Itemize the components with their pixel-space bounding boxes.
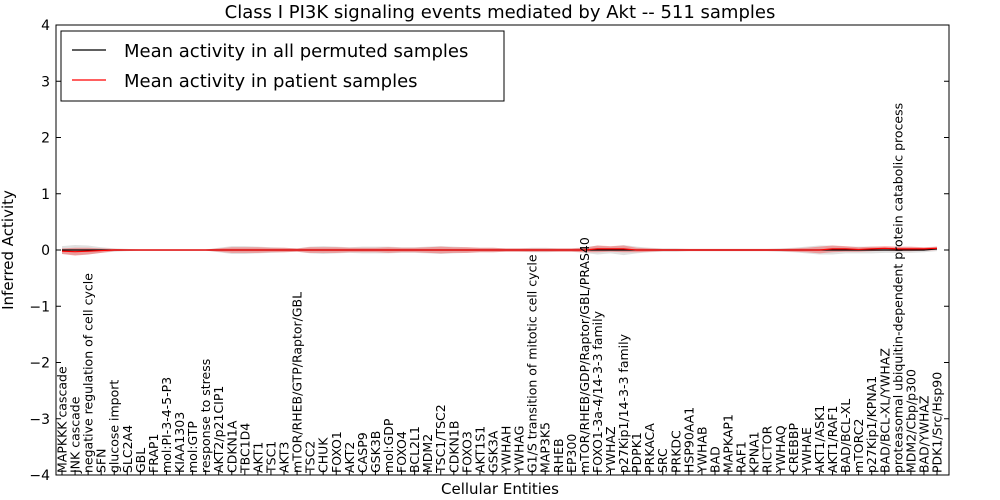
x-category-label: TSC1 [263, 441, 278, 474]
x-category-label: HSP90AA1 [681, 407, 696, 473]
y-tick-label: 2 [41, 131, 50, 147]
x-category-label: BAD/BCL-XL/YWHAZ [877, 348, 892, 473]
x-category-label: mTOR/RHEB/GTP/Raptor/GBL [290, 292, 305, 473]
x-category-label: FOXO1 [329, 431, 344, 473]
x-category-label: p27Kip1/KPNA1 [864, 376, 879, 473]
x-category-label: RAF1 [734, 441, 749, 473]
x-category-label: RHEB [551, 438, 566, 473]
x-category-label: response to stress [198, 359, 213, 473]
x-category-label: TSC1/TSC2 [433, 404, 448, 474]
x-category-label: PRKACA [642, 423, 657, 473]
legend-label-patient: Mean activity in patient samples [124, 71, 418, 92]
x-category-label: PDPK1 [629, 432, 644, 473]
x-category-label: FOXO1-3a-4/14-3-3 family [590, 310, 605, 473]
x-category-label: PDK1/Src/Hsp90 [930, 372, 945, 473]
x-category-label: FOXO3 [459, 431, 474, 473]
x-category-label: MDM2/Cbp/p300 [903, 369, 918, 473]
legend: Mean activity in all permuted samples Me… [60, 30, 505, 102]
x-category-label: AKT3 [277, 442, 292, 473]
x-category-label: SFN [94, 449, 109, 473]
x-category-label: CDKN1A [224, 420, 239, 473]
x-category-label: PRKDC [668, 430, 683, 473]
x-category-label: RICTOR [760, 425, 775, 473]
x-category-label: mol:PI-3-4-5-P3 [159, 377, 174, 473]
x-category-label: FRAP1 [146, 434, 161, 473]
x-category-label: TBC1D4 [237, 423, 252, 474]
chart-title: Class I PI3K signaling events mediated b… [225, 2, 776, 23]
x-category-label: mol:GTP [185, 421, 200, 473]
x-category-label: mTOR/RHEB/GDP/Raptor/GBL/PRAS40 [577, 237, 592, 473]
x-category-label: mTORC2 [851, 419, 866, 473]
x-category-label: p27Kip1/14-3-3 family [616, 333, 631, 473]
x-category-label: AKT1/RAF1 [825, 406, 840, 473]
x-category-label: AKT1S1 [472, 426, 487, 473]
x-category-label: GSK3A [485, 430, 500, 473]
x-category-label: MDM2 [420, 434, 435, 473]
x-axis-title: Cellular Entities [441, 480, 559, 498]
x-category-label: KPNA1 [747, 431, 762, 473]
x-category-label: MAPKAP1 [721, 414, 736, 473]
x-category-label: AKT1/ASK1 [812, 405, 827, 473]
x-category-label: TSC2 [303, 441, 318, 474]
x-category-label: YWHAB [694, 426, 709, 474]
series-line-1 [61, 247, 938, 253]
y-tick-label: 1 [41, 187, 50, 203]
x-category-label: CDKN1B [446, 421, 461, 473]
x-category-label: YWHAE [799, 427, 814, 474]
x-category-label: proteasomal ubiquitin-dependent protein … [890, 103, 905, 473]
y-tick-label: −4 [29, 468, 50, 484]
x-category-label: MAP3K5 [538, 422, 553, 473]
y-tick-label: 3 [41, 74, 50, 90]
y-tick-label: −1 [29, 299, 50, 315]
x-category-label: CREBBP [786, 423, 801, 473]
x-category-label: FOXO4 [394, 431, 409, 473]
x-category-label: BAD [707, 446, 722, 473]
x-category-label: AKT2 [342, 442, 357, 473]
x-category-label: GBL [133, 448, 148, 473]
x-category-label: YWHAG [512, 426, 527, 474]
x-category-label: CHUK [316, 437, 331, 473]
legend-label-permuted: Mean activity in all permuted samples [124, 41, 468, 62]
x-category-label: CASP9 [355, 432, 370, 473]
x-category-label: JNK cascade [68, 396, 83, 474]
y-tick-label: 0 [41, 243, 50, 259]
x-category-label: glucose import [107, 380, 122, 473]
y-tick-label: 4 [41, 18, 50, 34]
x-category-label: BCL2L1 [407, 426, 422, 473]
x-category-label: mol:GDP [381, 418, 396, 473]
x-category-label: BAD/BCL-XL [838, 399, 853, 473]
x-category-label: YWHAH [499, 426, 514, 474]
x-category-label: SRC [655, 448, 670, 473]
y-axis-title: Inferred Activity [0, 190, 17, 310]
x-category-label: YWHAQ [773, 425, 788, 474]
x-category-label: G1/S transition of mitotic cell cycle [525, 254, 540, 473]
y-tick-label: −3 [29, 412, 50, 428]
x-category-label: BAD/YWHAZ [916, 396, 931, 473]
x-category-label: EP300 [564, 434, 579, 473]
x-category-label: negative regulation of cell cycle [81, 273, 96, 473]
x-category-label: GSK3B [368, 431, 383, 473]
x-category-label: YWHAZ [603, 426, 618, 474]
x-category-label: MAPKKK cascade [55, 366, 70, 473]
x-category-label: SLC2A4 [120, 425, 135, 473]
x-category-label: KIAA1303 [172, 412, 187, 473]
legend-box [60, 30, 505, 102]
x-category-label: AKT2/p21CIP1 [211, 386, 226, 473]
y-tick-label: −2 [29, 356, 50, 372]
x-category-label: AKT1 [250, 442, 265, 473]
